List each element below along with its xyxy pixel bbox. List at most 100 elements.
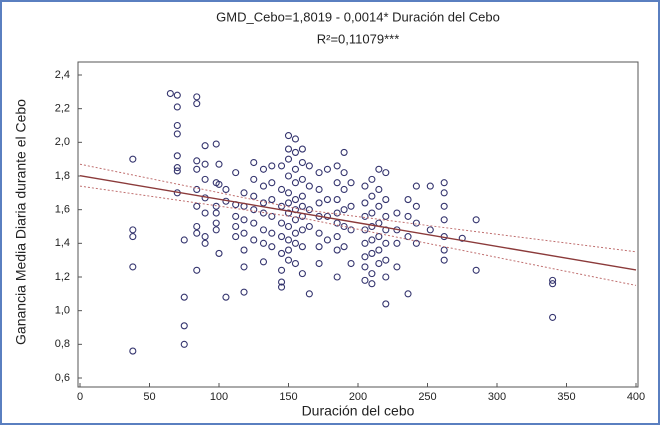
data-point xyxy=(305,206,313,214)
data-point xyxy=(250,219,258,227)
data-point xyxy=(368,270,376,278)
data-point xyxy=(291,165,300,173)
data-point xyxy=(340,222,348,231)
y-tick-label: 0,8 xyxy=(55,338,70,350)
data-point xyxy=(298,270,306,278)
data-point xyxy=(277,219,286,227)
data-point xyxy=(333,219,341,227)
data-point xyxy=(277,283,286,291)
data-point xyxy=(291,259,300,268)
data-point xyxy=(250,175,258,183)
data-point xyxy=(250,206,258,214)
data-point xyxy=(368,192,376,200)
x-tick-label: 250 xyxy=(418,391,436,403)
data-point xyxy=(382,273,390,281)
y-tick-label: 1,4 xyxy=(55,237,70,249)
data-point xyxy=(375,246,383,254)
data-point xyxy=(259,239,268,247)
data-point xyxy=(215,160,223,168)
y-tick-label: 2,4 xyxy=(55,69,70,81)
y-tick-label: 1,6 xyxy=(55,204,70,216)
data-point xyxy=(277,249,286,257)
data-point xyxy=(173,152,181,160)
data-point xyxy=(298,145,306,153)
data-point xyxy=(368,209,376,217)
data-point xyxy=(201,233,209,241)
data-point xyxy=(193,165,201,173)
data-point xyxy=(305,162,313,170)
data-point xyxy=(201,142,209,150)
data-point xyxy=(340,243,348,251)
data-point xyxy=(412,202,420,210)
data-point xyxy=(284,189,293,197)
x-tick-label: 50 xyxy=(143,391,155,403)
data-point xyxy=(212,140,220,148)
data-point xyxy=(393,209,401,217)
data-point xyxy=(458,234,466,242)
data-point xyxy=(201,209,209,217)
data-point xyxy=(393,239,401,247)
data-point xyxy=(323,236,331,244)
data-point xyxy=(259,258,268,266)
data-point xyxy=(173,167,181,175)
data-point xyxy=(315,169,323,177)
data-point xyxy=(284,132,293,140)
data-point xyxy=(268,229,276,237)
data-point xyxy=(440,189,448,197)
data-point xyxy=(382,169,390,177)
data-point xyxy=(232,233,240,241)
data-point xyxy=(382,300,390,308)
data-point xyxy=(129,347,137,355)
data-point xyxy=(323,165,331,173)
data-point xyxy=(382,239,390,247)
data-point xyxy=(440,216,448,224)
data-point xyxy=(315,185,323,194)
data-point xyxy=(375,233,383,241)
data-point xyxy=(212,219,220,227)
data-point xyxy=(284,155,293,163)
data-point xyxy=(368,175,376,183)
data-point xyxy=(277,185,286,194)
data-point xyxy=(298,202,306,210)
data-point xyxy=(333,179,341,187)
data-point xyxy=(284,236,293,244)
data-point xyxy=(259,182,268,190)
data-point xyxy=(268,179,276,187)
y-tick-label: 1,0 xyxy=(55,305,70,317)
data-point xyxy=(549,313,557,321)
data-point xyxy=(347,226,355,234)
data-point xyxy=(173,130,181,138)
data-point xyxy=(193,157,201,165)
data-point xyxy=(347,259,355,268)
data-point xyxy=(382,256,390,264)
data-point xyxy=(129,226,137,234)
chart-subtitle: R²=0,11079*** xyxy=(317,31,400,46)
y-tick-label: 1,8 xyxy=(55,170,70,182)
data-point xyxy=(222,185,230,194)
data-point xyxy=(404,212,412,220)
plot-area xyxy=(77,61,639,388)
data-point xyxy=(180,340,188,348)
data-point xyxy=(404,196,412,204)
data-point xyxy=(440,256,448,264)
data-point xyxy=(259,226,268,234)
data-point xyxy=(368,280,376,288)
data-point xyxy=(291,229,300,237)
data-point xyxy=(222,293,230,301)
data-point xyxy=(305,290,313,298)
data-point xyxy=(215,180,223,188)
x-tick-label: 350 xyxy=(557,391,575,403)
data-point xyxy=(193,202,201,210)
data-point xyxy=(250,236,258,244)
data-point xyxy=(340,206,348,214)
data-point xyxy=(361,212,369,220)
data-point xyxy=(361,253,369,261)
data-point xyxy=(305,182,313,190)
y-axis-label: Ganancia Media Diaria durante el Cebo xyxy=(13,99,29,345)
data-point xyxy=(240,229,248,237)
data-point xyxy=(250,192,258,200)
data-point xyxy=(315,243,323,251)
data-point xyxy=(368,236,376,244)
data-point xyxy=(440,202,448,210)
data-point xyxy=(173,121,181,130)
